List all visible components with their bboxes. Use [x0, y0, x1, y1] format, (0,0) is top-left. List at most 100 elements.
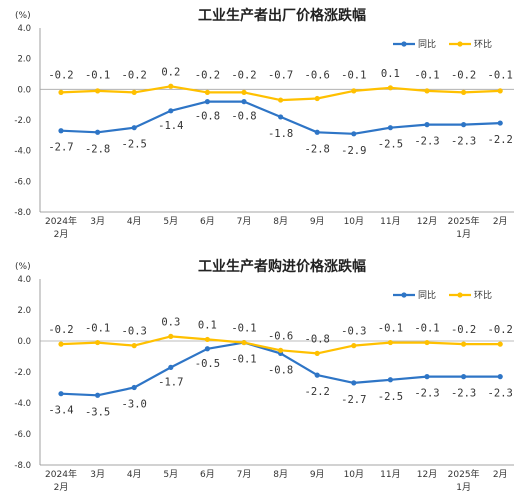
data-point: [387, 125, 393, 131]
data-point: [168, 83, 174, 89]
y-tick-label: -2.0: [14, 368, 31, 378]
data-label: -0.3: [341, 326, 366, 338]
legend-marker: [457, 41, 463, 47]
data-label: 0.1: [198, 319, 217, 331]
data-point: [424, 88, 430, 94]
data-point: [351, 380, 357, 386]
legend-label: 环比: [474, 289, 492, 301]
data-label: -0.5: [195, 358, 220, 370]
data-point: [95, 129, 101, 135]
legend-label: 环比: [474, 38, 492, 50]
y-tick-label: 4.0: [17, 24, 31, 34]
x-tick-label: 10月: [344, 469, 364, 480]
data-point: [241, 89, 247, 95]
x-tick-label: 2月: [493, 469, 508, 480]
data-label: -2.3: [451, 136, 476, 148]
data-label: -0.6: [268, 330, 293, 342]
y-tick-label: -4.0: [14, 147, 31, 157]
data-point: [314, 372, 320, 378]
data-point: [497, 88, 503, 94]
data-point: [461, 341, 467, 347]
data-label: -2.9: [341, 145, 366, 157]
data-label: -0.2: [231, 69, 256, 81]
data-label: -0.2: [451, 69, 476, 81]
data-label: -2.3: [451, 388, 476, 400]
data-label: -1.7: [158, 376, 183, 388]
chart-title: 工业生产者购进价格涨跌幅: [198, 258, 366, 275]
x-tick-label: 7月: [237, 216, 252, 227]
x-tick-label: 12月: [417, 216, 437, 227]
data-label: -0.3: [122, 326, 147, 338]
x-tick-label: 10月: [344, 216, 364, 227]
x-tick-label: 2025年: [448, 215, 480, 227]
y-tick-label: -8.0: [14, 208, 31, 218]
data-label: 0.3: [161, 316, 180, 328]
data-label: -3.5: [85, 406, 110, 418]
data-point: [314, 129, 320, 135]
data-point: [58, 391, 64, 397]
data-point: [95, 339, 101, 346]
x-tick-label: 2025年: [448, 468, 480, 480]
data-label: -0.1: [414, 323, 439, 335]
y-tick-label: 0.0: [17, 337, 31, 347]
data-label: -0.8: [268, 364, 293, 376]
legend-label: 同比: [418, 289, 436, 301]
y-tick-label: 2.0: [17, 55, 31, 65]
data-point: [241, 99, 247, 105]
data-point: [387, 339, 393, 346]
data-point: [424, 374, 430, 380]
data-point: [131, 384, 137, 391]
data-label: -2.5: [378, 391, 403, 403]
data-point: [241, 339, 247, 346]
x-tick-label: 6月: [200, 216, 215, 227]
data-point: [424, 339, 430, 346]
data-label: -0.2: [451, 324, 476, 336]
data-point: [278, 347, 284, 353]
data-point: [278, 97, 284, 103]
data-label: -0.2: [48, 69, 73, 81]
y-axis-unit: (%): [15, 11, 31, 21]
data-point: [351, 88, 357, 94]
data-point: [58, 341, 64, 347]
x-tick-label: 2月: [493, 216, 508, 227]
data-point: [131, 343, 137, 349]
data-point: [314, 350, 320, 356]
data-point: [278, 114, 284, 120]
data-point: [461, 122, 467, 128]
legend-marker: [457, 292, 463, 298]
data-label: -2.7: [341, 394, 366, 406]
data-point: [95, 392, 101, 398]
data-point: [204, 346, 210, 352]
x-tick-label: 3月: [90, 216, 105, 227]
data-label: -0.6: [305, 69, 330, 81]
data-point: [168, 108, 174, 114]
legend-label: 同比: [418, 38, 436, 50]
y-axis-unit: (%): [15, 262, 31, 272]
x-tick-label: 3月: [90, 469, 105, 480]
x-tick-label: 9月: [310, 469, 325, 480]
data-point: [351, 131, 357, 137]
data-point: [204, 89, 210, 95]
data-point: [168, 333, 174, 339]
data-label: -0.2: [122, 69, 147, 81]
data-label: -0.2: [195, 69, 220, 81]
data-point: [387, 85, 393, 91]
x-tick-label: 5月: [163, 216, 178, 227]
y-tick-label: 4.0: [17, 275, 31, 285]
data-label: 0.1: [381, 68, 400, 80]
data-label: -2.3: [414, 388, 439, 400]
data-point: [58, 128, 64, 134]
data-point: [204, 336, 210, 343]
data-label: -0.1: [488, 69, 513, 81]
data-point: [314, 95, 320, 102]
data-label: -0.8: [231, 111, 256, 123]
data-label: -3.0: [122, 399, 147, 411]
data-point: [95, 88, 101, 94]
data-label: -0.1: [231, 323, 256, 335]
data-point: [497, 341, 503, 347]
data-label: -2.3: [414, 136, 439, 148]
data-label: -2.5: [378, 139, 403, 151]
x-tick-label: 2月: [54, 229, 69, 240]
chart-title: 工业生产者出厂价格涨跌幅: [198, 7, 366, 24]
